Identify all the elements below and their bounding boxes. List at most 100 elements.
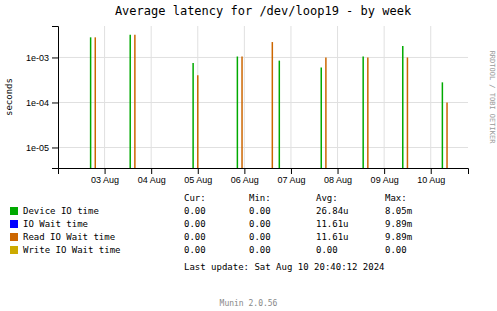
y-tick-label: 1e-04 [26,98,49,108]
spike [402,46,404,168]
y-axis-line [52,27,59,169]
y-tick-mark [52,57,58,58]
x-axis-line [59,169,469,175]
spike [272,42,274,168]
spike [279,61,281,168]
spike [442,82,444,168]
grid [58,26,468,168]
legend-label: IO Wait time [23,219,88,229]
y-tick-mark [52,102,58,103]
x-tick-mark [431,168,432,174]
table-cell: 9.89m [385,219,412,229]
x-tick-mark [338,168,339,174]
grid-line [384,26,385,168]
spike [197,75,199,168]
series [91,35,443,168]
y-tick-mark [52,147,58,148]
spike [362,57,364,168]
spike [192,63,194,168]
table-cell: 8.05m [385,206,412,216]
grid-line [58,102,468,103]
y-axis: 1e-05 1e-04 1e-03 [26,27,59,169]
spike [237,57,239,168]
x-tick: 07 Aug [277,168,305,185]
spike [90,37,92,168]
spike [241,57,243,168]
spike [367,57,369,168]
grid-line [197,26,198,168]
spike [320,67,322,168]
table-cell: 0.00 [184,206,206,216]
table-cell: 11.61u [316,219,349,229]
series [95,35,447,168]
table-cell: 0.00 [316,245,338,255]
x-tick-mark [244,168,245,174]
grid-line [104,26,105,168]
grid-line [430,26,431,168]
x-tick: 05 Aug [184,168,212,185]
table-cell: 9.89m [385,232,412,242]
x-tick-mark [198,168,199,174]
x-tick: 09 Aug [371,168,399,185]
legend-swatch [10,207,18,215]
table-cell: 0.00 [385,245,407,255]
spike [129,35,131,168]
legend-label: Device IO time [23,206,99,216]
table-cell: 11.61u [316,232,349,242]
table-header: Min: [249,193,271,203]
table-header: Max: [385,193,407,203]
plot-area [91,35,447,168]
legend-swatch [10,220,18,228]
legend-label: Write IO Wait time [23,245,121,255]
table-cell: 0.00 [184,245,206,255]
table-cell: 0.00 [249,206,271,216]
x-tick-label: 05 Aug [184,175,212,185]
y-axis-title: seconds [4,78,14,116]
x-tick-label: 07 Aug [277,175,305,185]
table-header: Cur: [184,193,206,203]
grid-line [244,26,245,168]
legend-swatch [10,233,18,241]
annotation: Munin 2.0.56 [220,299,278,308]
legend: Device IO time IO Wait time Read IO Wait t… [10,206,121,255]
x-axis: 03 Aug 04 Aug 05 Aug 06 Aug 07 Aug 08 Aug 09 A… [59,168,469,185]
table-cell: 0.00 [249,219,271,229]
legend-label: Read IO Wait time [23,232,115,242]
title: Average latency for /dev/loop19 - by wee… [115,4,412,18]
table-cell: 0.00 [249,245,271,255]
legend-swatch [10,246,18,254]
spike [325,57,327,168]
annotation: RRDTOOL / TOBI OETIKER [488,51,496,145]
chart: 03 Aug 04 Aug 05 Aug 06 Aug 07 Aug 08 Aug 09 A… [0,0,497,311]
spike [134,35,136,168]
x-tick-mark [291,168,292,174]
grid-line [290,26,291,168]
x-tick: 06 Aug [231,168,259,185]
x-tick-mark [105,168,106,174]
y-tick: 1e-04 [26,98,58,108]
x-tick: 08 Aug [324,168,352,185]
x-tick-label: 10 Aug [417,175,445,185]
table-cell: 0.00 [184,219,206,229]
grid-line [151,26,152,168]
table-cell: 26.84u [316,206,349,216]
x-tick: 10 Aug [417,168,445,185]
spike [95,37,97,168]
x-tick: 04 Aug [138,168,166,185]
y-tick: 1e-03 [26,53,58,63]
grid-line [58,147,468,148]
x-tick-mark [151,168,152,174]
spike [407,57,409,168]
x-tick-label: 04 Aug [138,175,166,185]
x-tick-label: 06 Aug [231,175,259,185]
spike [446,102,448,168]
y-tick: 1e-05 [26,143,58,153]
x-tick-label: 03 Aug [91,175,119,185]
grid-line [337,26,338,168]
x-tick: 03 Aug [91,168,119,185]
y-tick-label: 1e-03 [26,53,49,63]
x-tick-label: 08 Aug [324,175,352,185]
annotation: Last update: Sat Aug 10 20:40:12 2024 [184,262,384,272]
grid-line [58,57,468,58]
x-tick-mark [384,168,385,174]
